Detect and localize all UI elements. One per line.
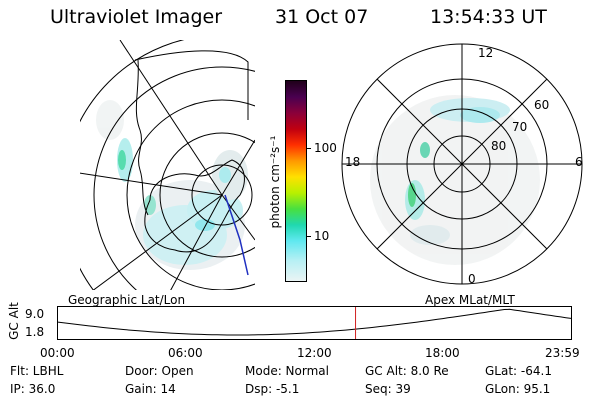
geographic-map-label: Geographic Lat/Lon xyxy=(68,293,186,307)
altitude-axis-label: GC Alt xyxy=(7,302,21,340)
glat-status: GLat: -64.1 xyxy=(485,364,552,378)
glon-status: GLon: 95.1 xyxy=(485,382,551,396)
mode-status: Mode: Normal xyxy=(245,364,329,378)
ip-status: IP: 36.0 xyxy=(10,382,56,396)
altitude-tick-bottom: 1.8 xyxy=(25,325,45,339)
apex-label-18: 18 xyxy=(345,155,361,169)
colorbar-unit-label: photon cm⁻²s⁻¹ xyxy=(268,135,282,229)
colorbar-tick-mark xyxy=(306,148,311,149)
altitude-tick-top: 9.0 xyxy=(25,307,45,321)
gain-status: Gain: 14 xyxy=(125,382,176,396)
colorbar-tick-100: 100 xyxy=(314,141,337,155)
apex-lat-60: 60 xyxy=(534,98,550,112)
apex-lat-80: 80 xyxy=(491,139,507,153)
altitude-curve xyxy=(57,307,572,339)
date-label: 31 Oct 07 xyxy=(275,6,369,28)
instrument-title: Ultraviolet Imager xyxy=(50,6,223,28)
apex-label-6: 6 xyxy=(575,155,583,169)
time-label: 13:54:33 UT xyxy=(430,6,547,28)
gc-alt-status: GC Alt: 8.0 Re xyxy=(365,364,449,378)
colorbar-tick-10: 10 xyxy=(314,229,330,243)
apex-map-label: Apex MLat/MLT xyxy=(425,293,515,307)
colorbar-tick-mark xyxy=(306,236,311,237)
x-tick-0600: 06:00 xyxy=(168,346,203,360)
x-tick-1200: 12:00 xyxy=(297,346,332,360)
altitude-panel xyxy=(57,306,572,340)
x-tick-2359: 23:59 xyxy=(545,346,580,360)
apex-lat-70: 70 xyxy=(512,120,528,134)
x-tick-1800: 18:00 xyxy=(425,346,460,360)
apex-label-12: 12 xyxy=(478,46,494,60)
filter-status: Flt: LBHL xyxy=(10,364,64,378)
dsp-status: Dsp: -5.1 xyxy=(245,382,300,396)
header-bar: Ultraviolet Imager 31 Oct 07 13:54:33 UT xyxy=(0,0,600,34)
apex-label-0: 0 xyxy=(468,272,476,286)
door-status: Door: Open xyxy=(125,364,194,378)
x-tick-0000: 00:00 xyxy=(40,346,75,360)
colorbar xyxy=(285,80,307,282)
seq-status: Seq: 39 xyxy=(365,382,411,396)
